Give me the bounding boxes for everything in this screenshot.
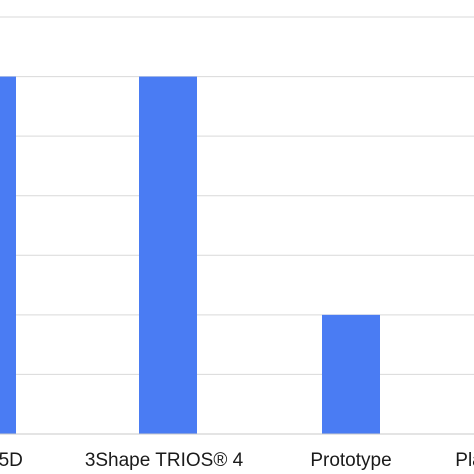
- gridlines: [0, 16, 474, 375]
- bar-2: [139, 76, 197, 435]
- x-tick-label: Pla: [455, 450, 474, 471]
- bar-1: [0, 76, 16, 435]
- x-tick-labels: ment 5D 3Shape TRIOS® 4 Prototype Pla: [0, 450, 474, 471]
- bar-3: [322, 314, 380, 434]
- x-tick-label: ment 5D: [0, 450, 23, 471]
- bars: [0, 76, 380, 435]
- x-tick-label: Prototype: [310, 450, 391, 471]
- x-tick-label: 3Shape TRIOS® 4: [85, 450, 244, 471]
